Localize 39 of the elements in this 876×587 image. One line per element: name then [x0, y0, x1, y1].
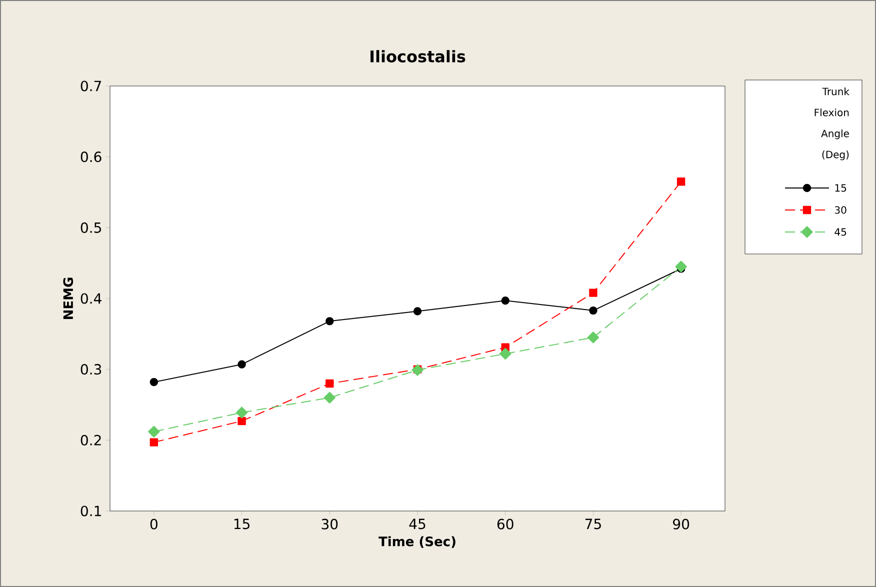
- point: [412, 364, 424, 376]
- x-tick-label: 90: [673, 518, 690, 530]
- point: [238, 416, 246, 426]
- point: [413, 307, 422, 316]
- x-tick-label: 0: [150, 518, 158, 530]
- x-axis-title: Time (Sec): [378, 536, 456, 548]
- point: [324, 392, 336, 404]
- point: [326, 379, 334, 388]
- x-tick-label: 30: [322, 518, 338, 530]
- text: Trunk Flexion Angle (Deg): [814, 88, 850, 160]
- point: [150, 438, 158, 446]
- legend-label: 15: [835, 184, 846, 192]
- legend-label: 45: [834, 228, 846, 236]
- x-tick-label: 75: [585, 518, 601, 530]
- y-tick-label: 0.1: [80, 506, 101, 516]
- point: [238, 360, 246, 368]
- point: [150, 378, 158, 386]
- legend-label: 30: [834, 206, 846, 214]
- y-axis-title: NEMG: [63, 278, 74, 319]
- x-tick-label: 45: [409, 518, 426, 530]
- point: [676, 178, 686, 186]
- x-tick-label: 15: [234, 518, 250, 530]
- point: [326, 317, 334, 326]
- y-tick-label: 0.4: [80, 293, 102, 304]
- y-tick-label: 0.7: [80, 80, 102, 92]
- point: [589, 306, 598, 315]
- point: [148, 426, 160, 438]
- chart-title: Iliocostalis: [370, 50, 466, 62]
- point: [587, 332, 600, 344]
- point: [499, 348, 512, 360]
- point: [675, 260, 687, 272]
- point: [589, 288, 598, 297]
- point: [501, 296, 510, 305]
- y-tick-label: 0.5: [80, 222, 101, 233]
- y-tick-label: 0.3: [80, 364, 102, 375]
- y-tick-label: 0.6: [80, 152, 102, 162]
- y-tick-label: 0.2: [80, 434, 101, 446]
- x-tick-label: 60: [497, 518, 514, 530]
- point: [236, 406, 248, 418]
